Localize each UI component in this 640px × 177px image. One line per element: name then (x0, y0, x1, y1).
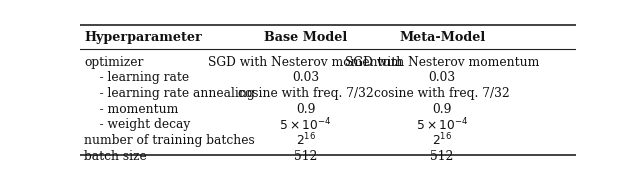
Text: - learning rate: - learning rate (84, 71, 189, 84)
Text: cosine with freq. 7/32: cosine with freq. 7/32 (238, 87, 374, 100)
Text: - momentum: - momentum (84, 103, 179, 116)
Text: SGD with Nesterov momentum: SGD with Nesterov momentum (345, 56, 540, 69)
Text: cosine with freq. 7/32: cosine with freq. 7/32 (374, 87, 510, 100)
Text: $5 \times 10^{-4}$: $5 \times 10^{-4}$ (416, 116, 468, 133)
Text: $2^{16}$: $2^{16}$ (432, 132, 452, 149)
Text: SGD with Nesterov momentum: SGD with Nesterov momentum (209, 56, 403, 69)
Text: Base Model: Base Model (264, 31, 348, 44)
Text: 512: 512 (430, 150, 454, 163)
Text: - weight decay: - weight decay (84, 118, 190, 131)
Text: number of training batches: number of training batches (84, 134, 255, 147)
Text: - learning rate annealing: - learning rate annealing (84, 87, 255, 100)
Text: optimizer: optimizer (84, 56, 143, 69)
Text: 0.9: 0.9 (433, 103, 452, 116)
Text: $2^{16}$: $2^{16}$ (296, 132, 316, 149)
Text: $5 \times 10^{-4}$: $5 \times 10^{-4}$ (279, 116, 332, 133)
Text: 0.03: 0.03 (292, 71, 319, 84)
Text: 0.03: 0.03 (429, 71, 456, 84)
Text: Hyperparameter: Hyperparameter (84, 31, 202, 44)
Text: batch size: batch size (84, 150, 147, 163)
Text: 0.9: 0.9 (296, 103, 316, 116)
Text: 512: 512 (294, 150, 317, 163)
Text: Meta-Model: Meta-Model (399, 31, 485, 44)
